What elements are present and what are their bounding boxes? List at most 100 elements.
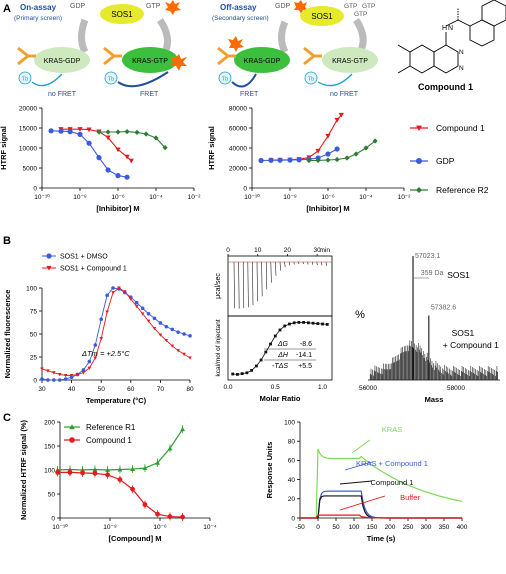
time-tick-label: 20 xyxy=(284,247,292,254)
off-antibody-icon-right xyxy=(303,46,322,66)
off-kras-gtp-ellipse xyxy=(322,47,378,73)
data-point xyxy=(134,129,140,135)
legend-a: Compound 1 GDP Reference R2 xyxy=(410,123,489,195)
y-axis-title: Normalized fluorescence xyxy=(3,290,12,379)
off-gtp-label-2: GTP xyxy=(362,3,375,10)
data-point xyxy=(170,327,175,332)
series-line xyxy=(51,130,128,178)
x-tick-label: 400 xyxy=(457,524,468,531)
data-point xyxy=(146,311,151,316)
data-point xyxy=(105,472,110,478)
data-point xyxy=(325,133,331,139)
x-axis-title: Mass xyxy=(425,395,444,404)
pointer-arrow xyxy=(351,439,371,454)
time-tick-label: 0 xyxy=(226,247,230,254)
off-antibody-icon-left xyxy=(217,46,236,66)
data-point xyxy=(124,129,130,135)
peak2-label: 57382.6 xyxy=(431,305,456,312)
data-point xyxy=(158,321,163,325)
data-point xyxy=(111,291,115,295)
legend-marker xyxy=(69,424,75,430)
data-point xyxy=(105,135,111,141)
y-tick-label: 40000 xyxy=(229,145,247,152)
data-point xyxy=(77,127,83,132)
delta-tm-annotation: ΔTm = +2.5°C xyxy=(81,349,130,358)
data-point xyxy=(130,486,135,492)
data-point xyxy=(170,344,175,348)
itc-data-point xyxy=(269,342,272,346)
off-fret-arrow xyxy=(231,73,257,88)
off-no-fret-arrow xyxy=(317,73,353,87)
gtp-label: GTP xyxy=(146,3,161,10)
data-point xyxy=(105,167,111,173)
data-point xyxy=(123,290,127,294)
x-tick-label: 10⁻⁴ xyxy=(149,194,163,201)
series-line xyxy=(41,287,191,376)
ch-bond xyxy=(445,19,459,27)
x-tick-label: 10⁻¹⁰ xyxy=(244,193,260,201)
x-tick-label: 100 xyxy=(349,524,360,531)
methoxy-bond-2 xyxy=(397,65,411,74)
y-tick-label: 20000 xyxy=(229,165,247,172)
data-point xyxy=(334,156,340,163)
y-tick-label: 50 xyxy=(30,331,38,338)
data-point xyxy=(130,466,135,471)
data-point xyxy=(268,157,274,163)
y-tick-label: 25 xyxy=(30,354,38,361)
data-point xyxy=(155,460,160,465)
data-point xyxy=(306,157,312,164)
data-point xyxy=(111,286,115,290)
data-point xyxy=(344,155,350,161)
data-point xyxy=(99,337,103,341)
legend-marker xyxy=(416,187,422,193)
data-point xyxy=(162,145,168,151)
sensorgram-label: Compound 1 xyxy=(371,478,414,487)
thermo-value: -8.6 xyxy=(300,341,312,348)
x-tick-label: 0 xyxy=(316,524,320,531)
x-tick-label: 10⁻⁴ xyxy=(359,194,373,201)
data-point xyxy=(142,465,148,470)
data-point xyxy=(40,367,44,371)
thermo-key: ΔH xyxy=(277,352,289,359)
data-point xyxy=(325,157,331,163)
off-kras-gdp-ellipse xyxy=(234,47,290,73)
data-point xyxy=(87,366,92,370)
data-point xyxy=(143,131,149,137)
gdp-label: GDP xyxy=(70,3,86,10)
tb-icon-right xyxy=(104,71,118,85)
time-tick-label: 30 xyxy=(314,247,322,254)
itc-integrated-frame xyxy=(227,315,333,381)
y-tick-label: 0 xyxy=(51,515,55,522)
no-fret-label: no FRET xyxy=(48,91,77,98)
x-axis-title: Time (s) xyxy=(367,534,396,543)
data-point xyxy=(167,514,173,519)
nh-label: H xyxy=(442,25,447,32)
x-tick-label: 10⁻⁶ xyxy=(153,524,167,531)
data-point xyxy=(334,146,340,152)
series-line xyxy=(271,114,342,161)
y-tick-label: 75 xyxy=(30,308,38,315)
itc-injection-peak xyxy=(261,261,263,297)
itc-injection-peak xyxy=(288,261,291,266)
y-tick-label: 150 xyxy=(44,443,55,450)
data-point xyxy=(167,446,173,451)
legend-label: Compound 1 xyxy=(86,436,132,445)
off-gdp-burst-icon xyxy=(294,0,308,14)
thermo-value: -14.1 xyxy=(296,352,312,359)
itc-injection-peak xyxy=(279,261,281,271)
kras-gdp-ellipse xyxy=(34,47,90,73)
data-point xyxy=(92,467,98,472)
data-point xyxy=(325,151,331,157)
data-point xyxy=(86,127,92,133)
peak1-label: 57023.1 xyxy=(415,253,440,260)
itc-data-point xyxy=(245,371,249,375)
fret-label: FRET xyxy=(140,91,159,98)
thermo-key: ΔG xyxy=(277,341,289,348)
itc-data-point xyxy=(306,321,310,325)
x-tick-label: 10⁻⁸ xyxy=(73,194,87,201)
itc-data-point xyxy=(259,358,263,362)
itc-injection-peak xyxy=(270,261,272,283)
itc-injection-peak xyxy=(252,261,254,306)
itc-injection-peak xyxy=(256,261,258,302)
itc-injection-peak xyxy=(275,261,277,276)
